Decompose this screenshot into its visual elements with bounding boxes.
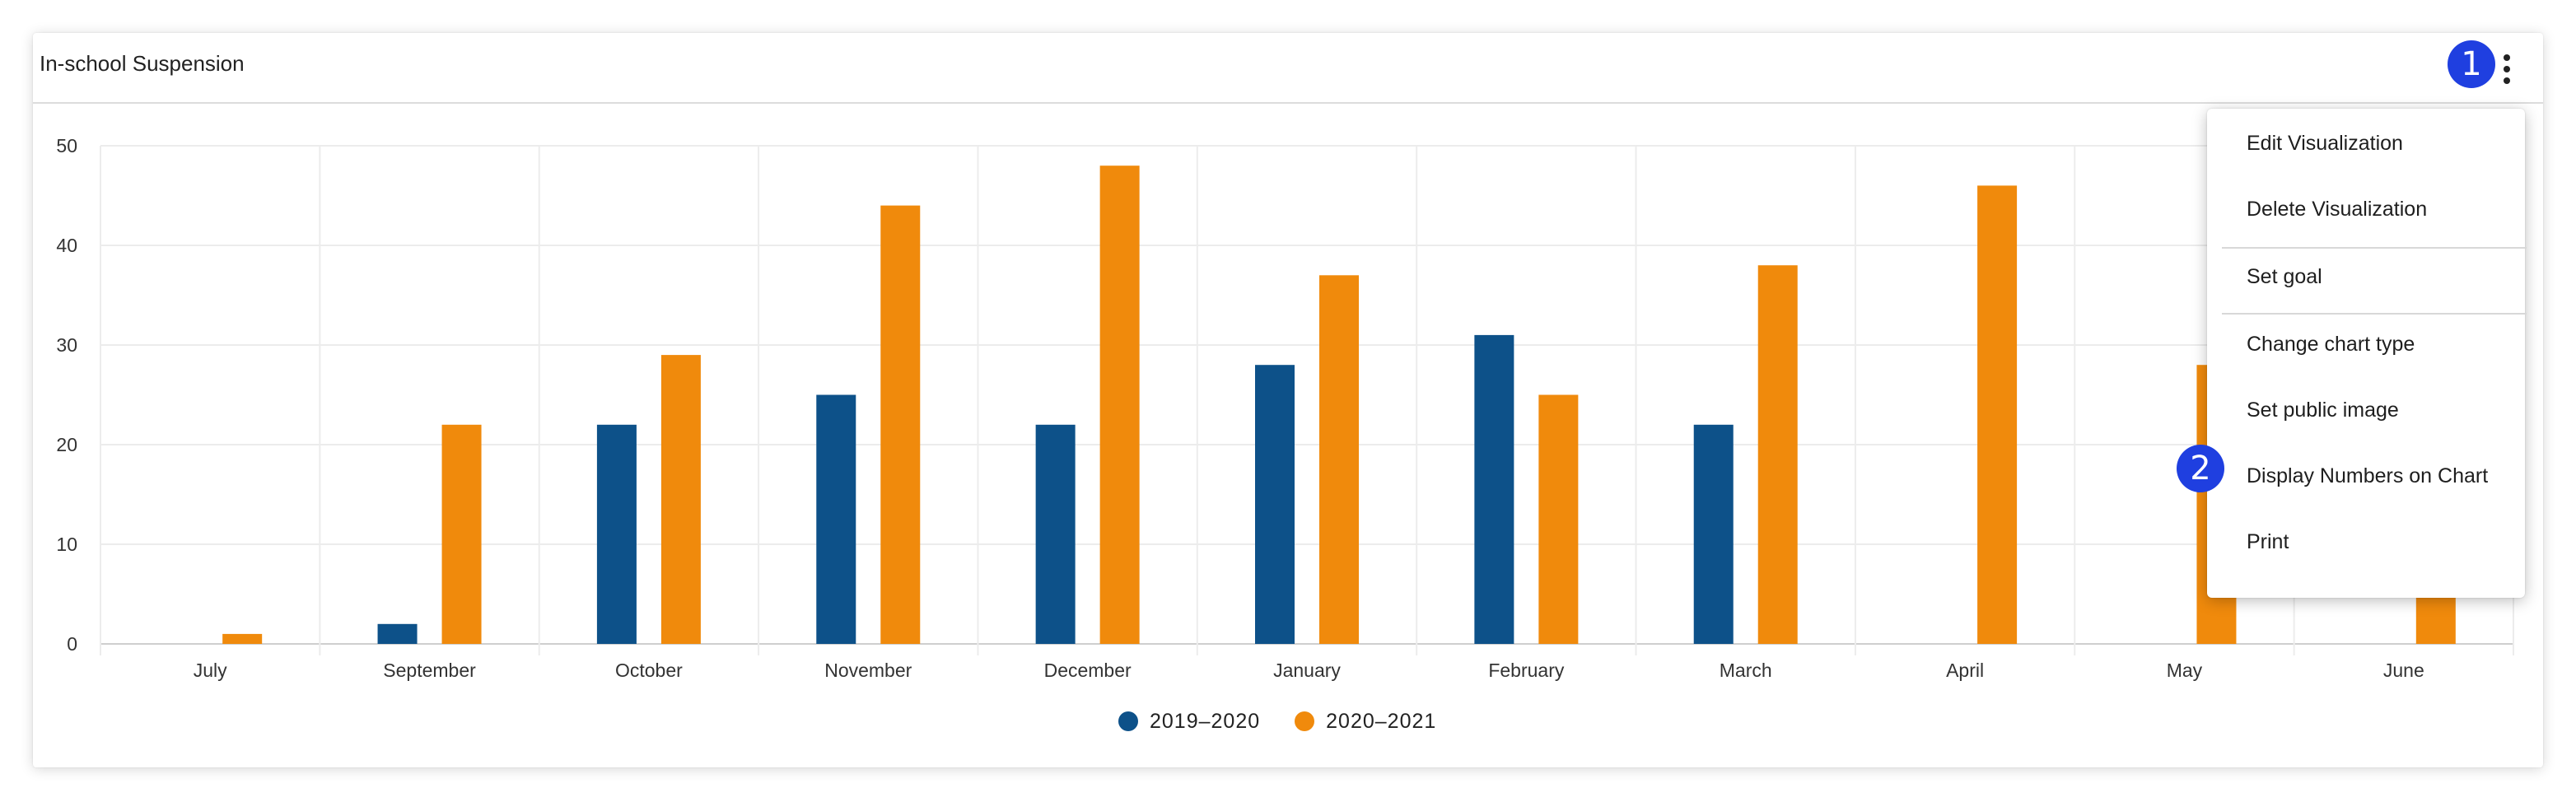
x-tick-label: March (1720, 660, 1772, 681)
menu-divider (2222, 247, 2527, 249)
bar-series-2019-december[interactable] (1035, 424, 1076, 644)
y-tick-label: 20 (56, 434, 77, 455)
menu-item-label: Delete Visualization (2247, 198, 2428, 221)
y-tick-label: 0 (67, 633, 77, 655)
bar-series-2020-february[interactable] (1538, 394, 1579, 645)
menu-item-print[interactable]: Print (2207, 511, 2525, 576)
step-1-badge: 1 (2448, 40, 2495, 88)
menu-item-label: Change chart type (2247, 333, 2415, 356)
x-tick-label: May (2167, 660, 2203, 681)
bar-series-2020-december[interactable] (1099, 166, 1140, 644)
card-header: In-school Suspension (33, 33, 2543, 104)
x-tick-label: July (194, 660, 227, 681)
x-tick-label: June (2383, 660, 2424, 681)
menu-item-label: Set goal (2247, 265, 2322, 288)
bar-series-2019-february[interactable] (1474, 334, 1514, 644)
y-tick-label: 50 (56, 135, 77, 156)
menu-item-display-numbers[interactable]: Display Numbers on Chart (2207, 445, 2525, 511)
menu-item-label: Display Numbers on Chart (2247, 464, 2489, 487)
legend-label: 2019–2020 (1150, 709, 1261, 733)
legend-label: 2020–2021 (1326, 709, 1437, 733)
menu-item-edit-visualization[interactable]: Edit Visualization (2207, 112, 2525, 178)
x-tick-label: January (1273, 660, 1341, 681)
menu-item-set-public-image[interactable]: Set public image (2207, 379, 2525, 445)
menu-item-set-goal[interactable]: Set goal (2207, 245, 2525, 311)
bar-series-2019-october[interactable] (596, 424, 637, 644)
menu-item-label: Set public image (2247, 399, 2399, 422)
legend-item[interactable]: 2019–2020 (1118, 710, 1260, 734)
bar-series-2020-september[interactable] (441, 424, 482, 644)
chart-card: In-school Suspension 0 10 20 30 40 50 July Sept… (33, 33, 2543, 767)
bar-series-2019-november[interactable] (816, 394, 856, 645)
step-2-badge: 2 (2177, 445, 2224, 492)
chart-legend: 2019–2020 2020–2021 (1118, 705, 1471, 738)
legend-item[interactable]: 2020–2021 (1295, 710, 1436, 734)
menu-item-change-chart-type[interactable]: Change chart type (2207, 313, 2525, 379)
bar-series-2019-january[interactable] (1255, 365, 1295, 644)
x-tick-label: April (1946, 660, 1984, 681)
chart-options-menu: Edit Visualization Delete Visualization … (2207, 109, 2527, 598)
x-tick-label: October (615, 660, 683, 681)
card-title: In-school Suspension (40, 51, 245, 76)
menu-item-delete-visualization[interactable]: Delete Visualization (2207, 178, 2525, 244)
bar-series-2019-march[interactable] (1693, 424, 1734, 644)
legend-swatch (1295, 711, 1315, 731)
legend-swatch (1118, 711, 1138, 731)
x-tick-label: September (383, 660, 476, 681)
bar-series-2020-june[interactable] (2415, 594, 2456, 645)
x-tick-label: February (1488, 660, 1565, 681)
bar-series-2020-november[interactable] (880, 205, 921, 645)
y-tick-label: 30 (56, 334, 77, 356)
bar-series-2020-october[interactable] (660, 355, 701, 644)
menu-divider (2222, 313, 2527, 315)
bar-series-2020-march[interactable] (1757, 265, 1798, 644)
bar-series-2020-january[interactable] (1319, 275, 1359, 644)
y-tick-label: 40 (56, 235, 77, 256)
menu-item-label: Edit Visualization (2247, 132, 2403, 155)
x-tick-label: November (824, 660, 912, 681)
bar-chart: 0 10 20 30 40 50 July September October November D… (56, 135, 2514, 681)
menu-item-label: Print (2247, 530, 2289, 553)
bar-series-2020-july[interactable] (222, 633, 263, 644)
x-tick-label: December (1044, 660, 1132, 681)
bar-series-2020-april[interactable] (1977, 185, 2018, 644)
y-tick-label: 10 (56, 534, 77, 555)
more-options-icon[interactable] (2499, 51, 2515, 87)
bar-series-2019-september[interactable] (377, 623, 418, 644)
